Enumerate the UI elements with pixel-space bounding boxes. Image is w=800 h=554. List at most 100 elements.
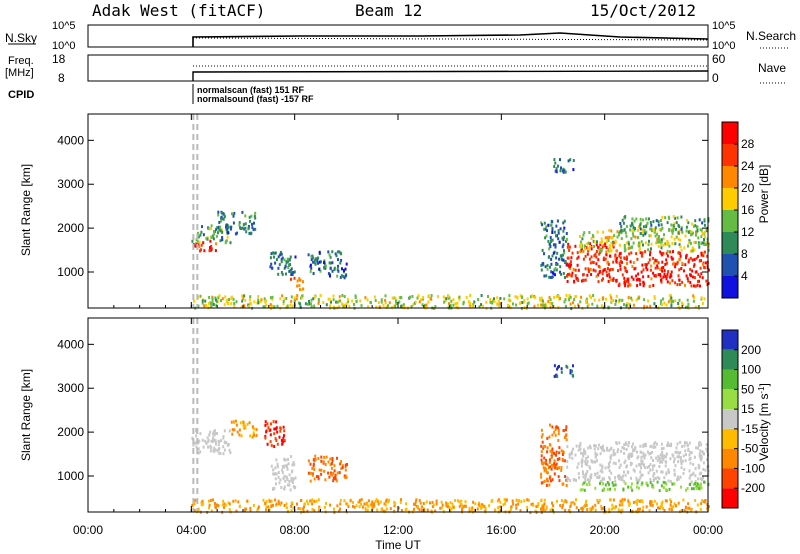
power-cell [687,240,690,244]
power-cell [410,305,413,309]
power-cell [632,241,635,245]
power-cell [299,305,302,309]
power-cell [602,296,605,300]
power-cell [217,228,220,232]
velocity-cell [385,498,388,502]
velocity-cell [684,449,687,453]
power-cell [567,296,570,300]
power-cell [471,304,474,308]
power-cell [467,300,470,304]
velocity-cell [570,503,572,507]
velocity-bar-tick-label: -15 [741,422,759,436]
power-cell [605,240,608,244]
velocity-cell [494,508,497,512]
velocity-cell [221,503,224,507]
power-cell [442,295,445,299]
velocity-cell [603,449,606,453]
velocity-cell [555,373,558,377]
power-cell [329,274,331,278]
power-cell [660,240,663,244]
power-cell [615,249,618,253]
power-cell [591,260,594,264]
velocity-cell [233,428,236,432]
velocity-cell [214,448,217,452]
power-cell [208,301,210,305]
power-cell [663,269,666,273]
power-cell [449,303,452,307]
velocity-cell [638,478,641,482]
velocity-cell [280,501,283,505]
power-cell [573,279,575,283]
power-cell [558,257,561,261]
velocity-cell [668,507,671,511]
velocity-cell [597,447,600,451]
power-cell [598,252,601,256]
velocity-cell [233,420,235,424]
velocity-cell [678,455,680,459]
power-cell [700,235,703,239]
power-cell [384,301,387,305]
velocity-cell [562,482,565,486]
power-cell [677,302,680,305]
velocity-cell [665,455,667,459]
power-cell [568,298,571,302]
velocity-cell [562,451,565,454]
power-cell [220,215,223,219]
velocity-cell [208,503,211,507]
power-cell [282,300,285,303]
velocity-cell [549,479,552,483]
power-cell [562,272,565,275]
velocity-cell [599,479,602,483]
velocity-cell [243,509,246,512]
power-cell [541,303,544,307]
power-cell [562,167,565,171]
velocity-cell [281,471,284,475]
power-cell [687,260,690,264]
power-cell [487,295,489,298]
power-cell [685,225,688,229]
velocity-cell [545,507,548,511]
velocity-cell [307,471,310,475]
velocity-cell [619,463,622,467]
velocity-cell [689,473,692,477]
power-cell [550,262,553,266]
velocity-cell [575,479,577,482]
velocity-cell [371,506,374,510]
power-cell [562,258,565,262]
power-cell [310,305,313,308]
power-cell [697,236,700,240]
power-cell [625,225,628,228]
power-cell [565,232,568,235]
power-cell [660,266,663,270]
power-cell [250,214,253,218]
velocity-cell [560,367,563,371]
y-tick-label: 2000 [57,425,84,439]
velocity-cell [662,486,665,490]
velocity-cell [558,446,561,450]
velocity-cell [581,482,584,486]
velocity-cell [551,501,553,505]
power-cell [647,299,650,303]
power-cell [618,300,620,304]
velocity-cell [656,459,659,462]
velocity-ylabel: Slant Range [km] [19,369,33,461]
power-cell [521,301,524,304]
velocity-cell [279,478,282,482]
velocity-cell [418,508,421,512]
power-cell [678,268,681,272]
power-cell [456,301,459,305]
velocity-cell [549,443,552,447]
velocity-cell [302,507,305,511]
power-cell [549,236,552,239]
power-cell [339,275,342,279]
power-cell [515,303,518,307]
power-cell [422,296,425,300]
power-cell [241,299,244,303]
power-cell [552,271,555,275]
velocity-cell [630,485,633,489]
velocity-cell [333,464,336,468]
power-cell [601,272,604,276]
velocity-cell [608,469,611,473]
velocity-cell [426,508,429,512]
velocity-cell [689,461,692,465]
